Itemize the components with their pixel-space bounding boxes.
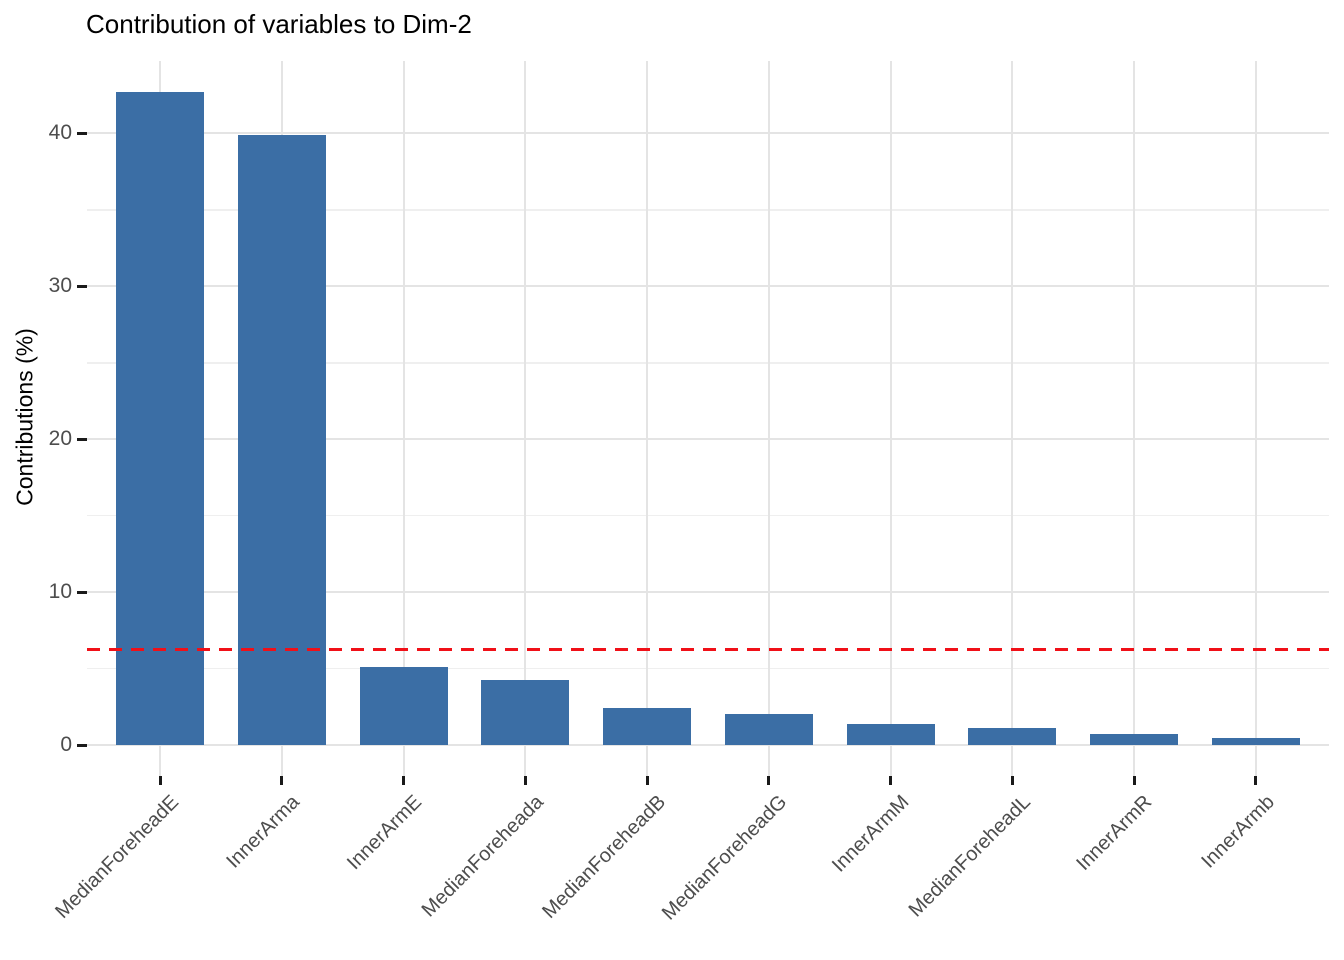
bar-MedianForeheada <box>481 680 570 745</box>
x-tick-label: InnerArmb <box>1196 791 1279 873</box>
gridline-major <box>87 744 1329 746</box>
y-tick-label: 40 <box>48 121 72 145</box>
x-axis-tick <box>1132 776 1136 785</box>
plot-title: Contribution of variables to Dim-2 <box>86 9 472 39</box>
gridline-vertical <box>1133 61 1136 776</box>
reference-line <box>87 647 1329 651</box>
y-tick-label: 0 <box>60 733 72 756</box>
gridline-minor <box>87 209 1329 211</box>
gridline-minor <box>87 667 1329 670</box>
x-tick-label: InnerArmE <box>342 791 427 875</box>
x-axis-tick <box>767 776 771 785</box>
bar-InnerArmE <box>359 667 448 745</box>
y-tick-label: 30 <box>48 274 72 298</box>
gridline-minor <box>87 514 1329 517</box>
y-axis-tick <box>77 743 87 747</box>
gridline-vertical <box>402 61 405 776</box>
gridline-vertical <box>767 61 770 776</box>
x-tick-label: MedianForeheadB <box>537 791 670 923</box>
bar-MedianForeheadG <box>724 713 813 745</box>
bar-InnerArma <box>237 134 326 745</box>
y-axis-tick <box>77 284 87 288</box>
x-tick-label: MedianForeheada <box>417 791 548 922</box>
bar-MedianForeheadL <box>968 728 1057 745</box>
x-axis-tick <box>889 776 893 785</box>
y-axis-title: Contributions (%) <box>11 328 38 506</box>
gridline-vertical <box>646 61 649 776</box>
x-axis-tick <box>402 776 406 785</box>
x-tick-label: InnerArmR <box>1072 791 1157 875</box>
gridline-vertical <box>1254 61 1257 776</box>
y-tick-label: 20 <box>48 427 72 451</box>
gridline-minor <box>87 362 1329 364</box>
x-tick-label: MedianForeheadE <box>50 791 183 923</box>
x-tick-label: MedianForeheadG <box>657 791 792 925</box>
bar-InnerArmb <box>1211 738 1300 745</box>
y-axis-tick <box>77 131 87 135</box>
bar-MedianForeheadB <box>603 708 692 745</box>
gridline-vertical <box>524 61 527 776</box>
bar-InnerArmR <box>1090 733 1179 745</box>
y-tick-label: 10 <box>48 580 72 604</box>
x-axis-tick <box>645 776 649 785</box>
x-axis-tick <box>158 776 162 785</box>
x-tick-label: InnerArmM <box>827 791 914 877</box>
bar-InnerArmM <box>846 723 935 745</box>
x-tick-label: MedianForeheadL <box>904 791 1035 922</box>
gridline-major <box>87 591 1329 594</box>
gridline-major <box>87 132 1329 135</box>
y-axis-tick <box>77 590 87 594</box>
x-axis-tick <box>1010 776 1014 785</box>
x-axis-tick <box>1254 776 1258 785</box>
gridline-major <box>87 438 1329 441</box>
gridline-major <box>87 285 1329 288</box>
y-axis-tick <box>77 437 87 441</box>
bar-MedianForeheadE <box>116 92 205 745</box>
plot-panel <box>87 61 1329 776</box>
x-axis-tick <box>523 776 527 785</box>
gridline-vertical <box>1011 61 1014 776</box>
gridline-vertical <box>889 61 892 776</box>
x-axis-tick <box>280 776 284 785</box>
x-tick-label: InnerArma <box>222 791 305 873</box>
